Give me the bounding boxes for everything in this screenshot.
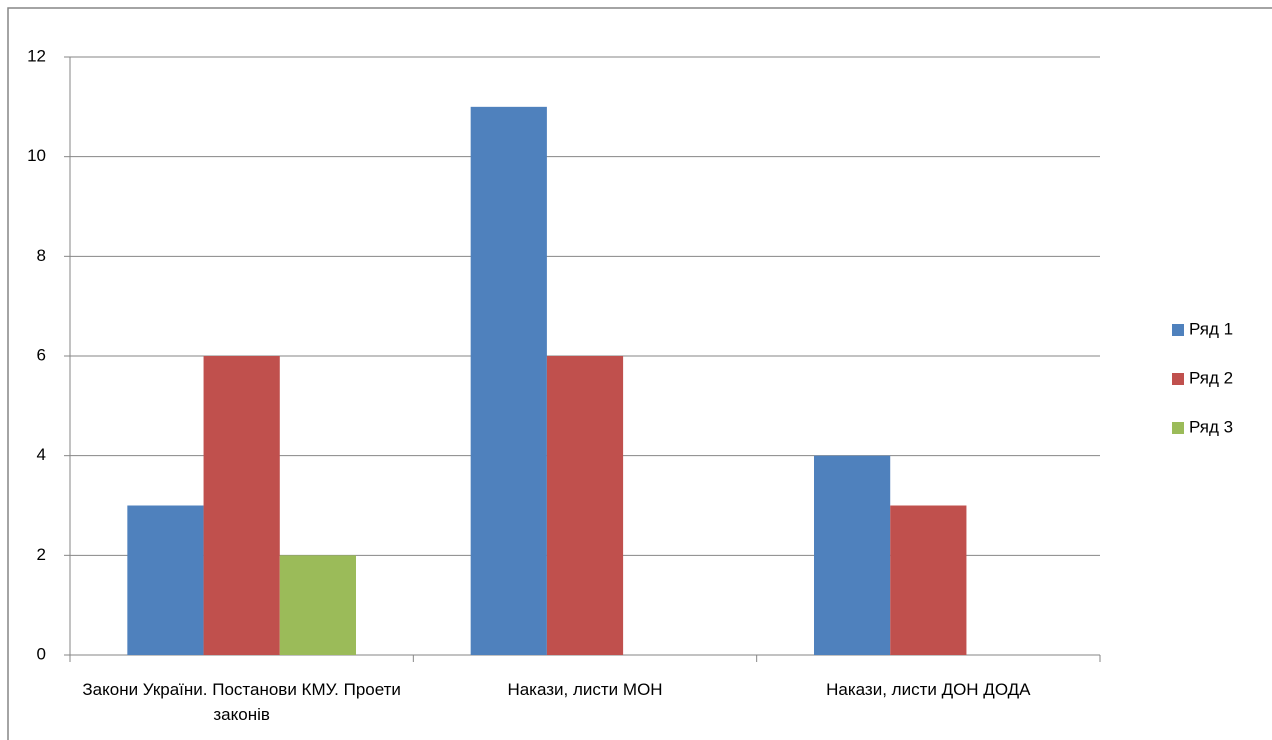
x-tick-label: Накази, листи ДОН ДОДА	[826, 680, 1031, 699]
x-tick-label: Накази, листи МОН	[507, 680, 663, 699]
legend-label: Ряд 3	[1189, 417, 1233, 436]
y-tick-label: 6	[37, 345, 46, 364]
legend-label: Ряд 1	[1189, 319, 1233, 338]
y-tick-label: 0	[37, 644, 46, 663]
legend-swatch	[1172, 422, 1184, 434]
bar	[470, 106, 547, 656]
y-tick-label: 10	[27, 146, 46, 165]
y-tick-label: 12	[27, 46, 46, 65]
x-tick-label: Закони України. Постанови КМУ. Проети за…	[82, 680, 401, 724]
bar	[546, 356, 624, 655]
legend-label: Ряд 2	[1189, 368, 1233, 387]
y-tick-label: 4	[37, 445, 46, 464]
bar	[890, 505, 967, 655]
legend-swatch	[1172, 373, 1184, 385]
chart-frame	[7, 7, 1272, 740]
bar	[203, 356, 280, 655]
bar	[814, 455, 891, 655]
y-tick-label: 2	[37, 545, 46, 564]
bar	[127, 505, 204, 655]
bar	[279, 555, 356, 655]
legend-swatch	[1172, 324, 1184, 336]
y-tick-label: 8	[37, 246, 46, 265]
